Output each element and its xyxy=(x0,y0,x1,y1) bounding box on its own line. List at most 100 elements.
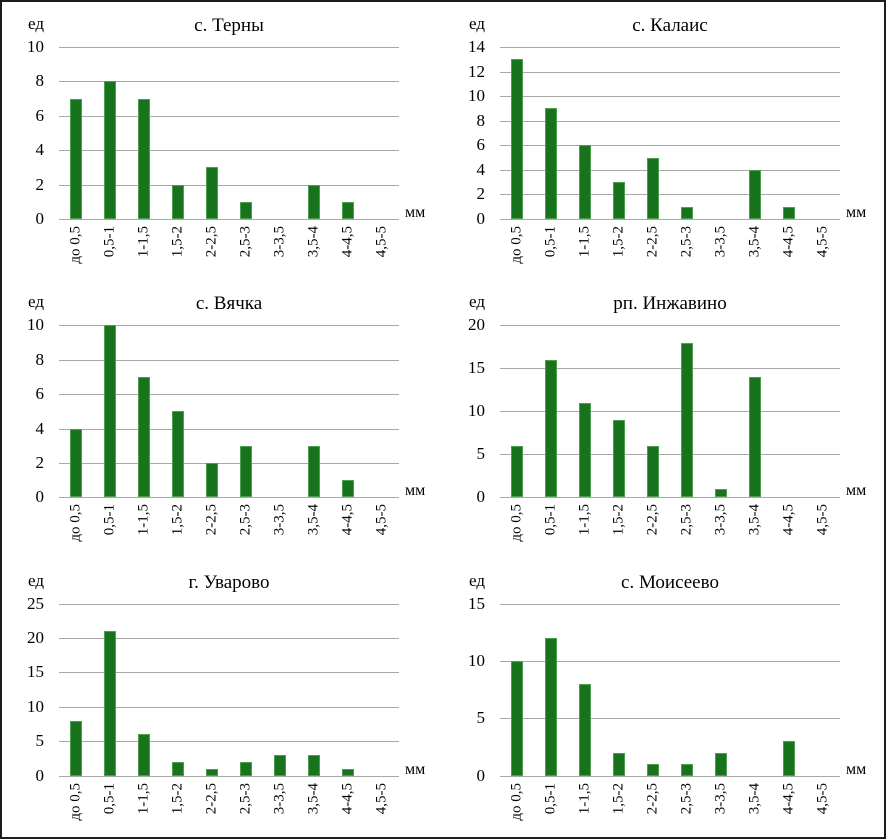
gridline xyxy=(500,145,840,147)
x-tick-label: 0,5-1 xyxy=(542,782,559,814)
bar xyxy=(647,764,659,776)
y-tick-label: 2 xyxy=(35,452,45,472)
bar xyxy=(579,145,591,219)
bar xyxy=(681,764,693,776)
y-tick-label: 10 xyxy=(27,37,44,56)
y-tick-label: 4 xyxy=(35,418,45,438)
bar xyxy=(342,480,354,498)
x-tick-label: 2-2,5 xyxy=(203,226,220,258)
gridline xyxy=(59,115,399,117)
y-tick-label: 0 xyxy=(476,209,486,228)
plot-area xyxy=(59,325,399,499)
y-tick-label: 2 xyxy=(35,174,45,194)
x-tick-label: до 0,5 xyxy=(67,782,84,821)
gridline xyxy=(500,325,840,327)
x-tick-label: 2,5-3 xyxy=(237,504,254,536)
x-tick-label: 3,5-4 xyxy=(305,226,322,258)
x-tick-label: 3,5-4 xyxy=(305,782,322,814)
gridline xyxy=(500,96,840,98)
gridline xyxy=(59,47,399,48)
y-tick-label: 10 xyxy=(27,696,44,716)
gridline xyxy=(500,718,840,720)
x-tick-label: 2-2,5 xyxy=(644,504,661,536)
bar xyxy=(308,755,320,776)
x-tick-label: 4-4,5 xyxy=(339,226,356,258)
x-tick-label: 3,5-4 xyxy=(305,504,322,536)
bar xyxy=(104,325,116,498)
bar xyxy=(240,201,252,219)
y-axis-unit-label: ед xyxy=(469,14,485,33)
y-tick-label: 15 xyxy=(468,593,485,613)
bar xyxy=(206,462,218,498)
bar xyxy=(206,768,218,776)
x-tick-label: 4,5-5 xyxy=(814,782,831,814)
y-tick-label: 15 xyxy=(27,662,44,682)
y-axis-unit-label: ед xyxy=(469,292,485,312)
gridline xyxy=(59,638,399,640)
gridline xyxy=(59,359,399,361)
x-tick-label: 0,5-1 xyxy=(101,504,118,536)
x-tick-label: 2-2,5 xyxy=(644,226,661,258)
x-tick-label: до 0,5 xyxy=(508,226,525,264)
y-tick-label: 0 xyxy=(476,765,486,785)
y-tick-label: 10 xyxy=(468,401,485,421)
bar xyxy=(511,445,523,498)
y-tick-label: 5 xyxy=(476,708,486,728)
x-tick-label: 1-1,5 xyxy=(135,504,152,536)
y-tick-label: 6 xyxy=(476,135,486,155)
x-tick-label: 4-4,5 xyxy=(780,782,797,814)
y-tick-label: 0 xyxy=(35,209,45,228)
bar xyxy=(545,108,557,219)
gridline xyxy=(500,47,840,48)
x-axis-unit-label: мм xyxy=(846,204,867,221)
x-tick-label: 0,5-1 xyxy=(101,226,118,258)
x-tick-label: 3-3,5 xyxy=(271,226,288,258)
bar xyxy=(138,376,150,498)
bar xyxy=(104,81,116,219)
x-tick-label: 4,5-5 xyxy=(814,504,831,536)
gridline xyxy=(59,462,399,464)
plot-area xyxy=(500,47,840,220)
y-tick-label: 4 xyxy=(476,159,486,179)
y-tick-label: 10 xyxy=(27,315,44,335)
y-tick-label: 6 xyxy=(35,384,45,404)
x-tick-label: до 0,5 xyxy=(508,782,525,821)
x-tick-label: 2-2,5 xyxy=(203,504,220,536)
chart-panel-kalais: с. Калаис ед мм 0 2 4 6 8 10 12 14 до 0,5 0,5-1 1-… xyxy=(443,2,884,280)
y-tick-label: 8 xyxy=(35,349,45,369)
y-tick-label: 10 xyxy=(468,650,485,670)
x-tick-label: 1,5-2 xyxy=(169,226,186,258)
bar xyxy=(613,182,625,219)
x-tick-label: 3,5-4 xyxy=(746,504,763,536)
x-tick-label: 4,5-5 xyxy=(373,782,390,814)
y-axis-unit-label: ед xyxy=(469,570,485,590)
x-tick-label: 1-1,5 xyxy=(576,504,593,536)
chart-panel-moiseevo: с. Моисеево ед мм 0 5 10 15 до 0,5 0,5-1 1-1,5… xyxy=(443,559,884,837)
chart-title: с. Калаис xyxy=(632,15,708,36)
bar xyxy=(274,755,286,776)
gridline xyxy=(500,368,840,370)
y-tick-label: 8 xyxy=(35,71,45,91)
bar xyxy=(783,206,795,219)
bar xyxy=(545,359,557,498)
bar xyxy=(511,661,523,776)
x-tick-label: 2,5-3 xyxy=(678,782,695,814)
chart-title: г. Уварово xyxy=(188,571,270,593)
plot-area xyxy=(59,47,399,220)
y-tick-label: 5 xyxy=(476,444,486,464)
x-tick-label: до 0,5 xyxy=(508,504,525,542)
bar xyxy=(70,720,82,776)
y-tick-label: 14 xyxy=(468,37,485,56)
bar xyxy=(172,411,184,498)
x-tick-label: 1-1,5 xyxy=(135,782,152,814)
gridline xyxy=(500,194,840,196)
gridline xyxy=(500,454,840,456)
bar xyxy=(715,752,727,776)
x-tick-label: 2,5-3 xyxy=(678,504,695,536)
y-axis-unit-label: ед xyxy=(28,14,44,33)
bar xyxy=(681,342,693,498)
bar xyxy=(70,428,82,498)
x-axis-unit-label: мм xyxy=(405,760,426,778)
x-tick-label: 3,5-4 xyxy=(746,226,763,258)
gridline xyxy=(59,603,399,605)
